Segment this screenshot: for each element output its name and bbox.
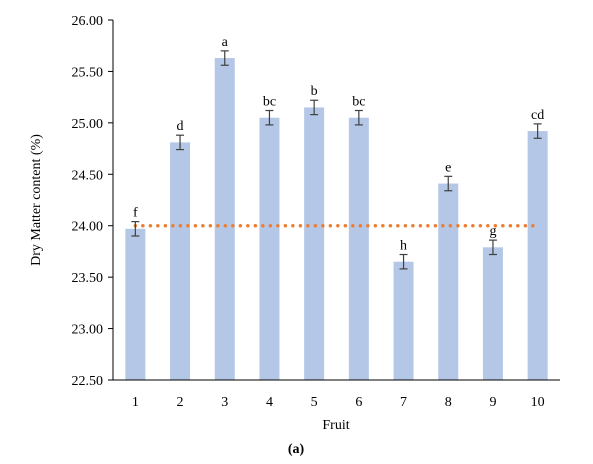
y-tick-label: 23.50 [72, 271, 104, 286]
y-axis-ticks: 22.50 23.00 23.50 24.00 24.50 25.00 25.50 26.00 [72, 14, 113, 389]
bar [259, 117, 280, 380]
x-tick-label: 1 [132, 395, 139, 410]
x-tick-label: 10 [531, 395, 545, 410]
panel-label: (a) [288, 442, 305, 457]
y-tick-label: 25.50 [72, 65, 104, 80]
x-tick-label: 2 [177, 395, 184, 410]
x-tick-label: 8 [445, 395, 452, 410]
x-axis-ticks: 1 2 3 4 5 6 7 8 9 10 [132, 395, 545, 410]
y-tick-label: 24.00 [72, 220, 104, 235]
x-tick-label: 7 [400, 395, 407, 410]
bar [214, 58, 235, 381]
bar [348, 117, 369, 380]
bars [125, 58, 548, 381]
significance-letter: b [311, 84, 318, 99]
significance-letter: f [133, 206, 138, 221]
significance-letter: bc [263, 95, 276, 110]
significance-letter: e [445, 160, 451, 175]
bar [482, 247, 503, 380]
bar [438, 183, 459, 380]
x-tick-label: 9 [489, 395, 496, 410]
bar [393, 261, 414, 380]
x-tick-label: 4 [266, 395, 273, 410]
bar [527, 131, 548, 380]
y-tick-label: 25.00 [72, 117, 104, 132]
bar [125, 228, 146, 380]
x-tick-label: 6 [355, 395, 362, 410]
significance-letter: a [222, 35, 229, 50]
x-axis-title: Fruit [322, 418, 349, 433]
y-tick-label: 22.50 [72, 374, 104, 389]
significance-letter: h [400, 239, 407, 254]
x-tick-label: 5 [311, 395, 318, 410]
y-tick-label: 26.00 [72, 14, 104, 29]
y-axis-title: Dry Matter content (%) [29, 134, 44, 266]
significance-letter: bc [352, 95, 365, 110]
y-tick-label: 23.00 [72, 323, 104, 338]
significance-letter: cd [531, 108, 544, 123]
x-tick-label: 3 [221, 395, 228, 410]
y-tick-label: 24.50 [72, 168, 104, 183]
bar [304, 107, 325, 380]
significance-letters: f d a bc b bc h e g cd [133, 35, 544, 254]
bar [170, 142, 191, 380]
significance-letter: d [177, 119, 184, 134]
significance-letter: g [489, 224, 496, 239]
error-bars [131, 50, 542, 270]
